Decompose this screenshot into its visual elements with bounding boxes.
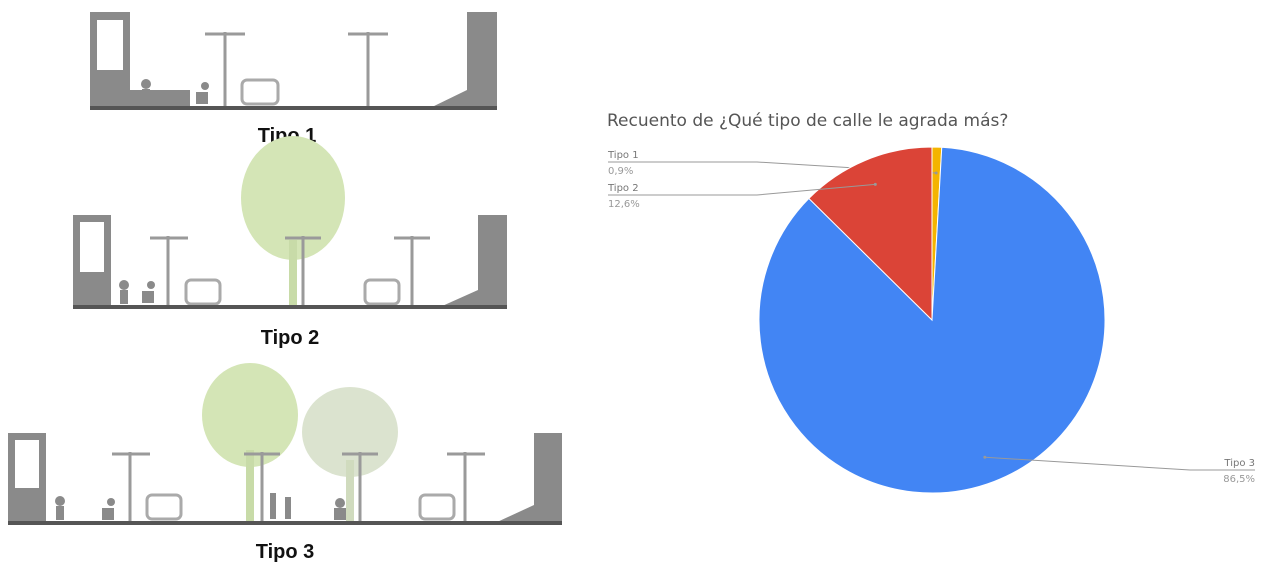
street-section-2: Tipo 2: [73, 136, 507, 349]
pie-slice: [808, 146, 933, 322]
slice-label: Tipo 2: [607, 183, 639, 194]
street-section-label: Tipo 2: [261, 327, 320, 349]
slice-value-label: 86,5%: [1223, 474, 1255, 485]
street-section-1: Tipo 1: [90, 12, 497, 147]
slice-label: Tipo 1: [607, 150, 639, 161]
leader-dot: [983, 455, 987, 459]
street-section-3: Tipo 3: [8, 363, 562, 563]
slice-label: Tipo 3: [1223, 458, 1255, 469]
street-section-label: Tipo 3: [256, 541, 315, 563]
leader-dot: [934, 171, 938, 175]
slice-value-label: 12,6%: [608, 199, 640, 210]
pie-chart: Tipo 1 0,9% Tipo 3 86,5% Tipo 2 12,6%: [607, 146, 1255, 494]
slice-value-label: 0,9%: [608, 166, 633, 177]
chart-title: Recuento de ¿Qué tipo de calle le agrada…: [607, 111, 1008, 131]
leader-line: [984, 456, 1255, 471]
leader-line: [608, 183, 876, 196]
leader-dot: [873, 182, 877, 186]
